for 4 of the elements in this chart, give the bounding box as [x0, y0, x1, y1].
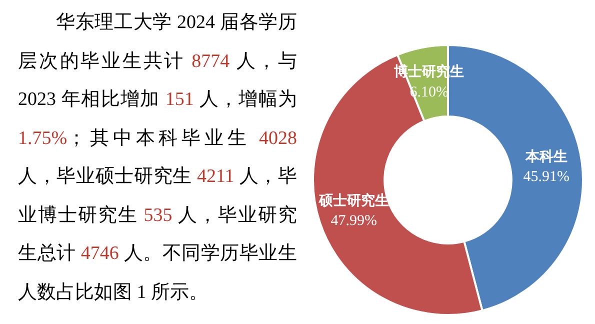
data-label: 47.99%	[330, 213, 377, 230]
slice-label: 本科生	[524, 148, 568, 165]
data-label: 45.91%	[523, 169, 570, 186]
text: 华东理工大学 2024 届各学历层次的毕业生共计 8774 人，与 2023 年相比增加 151 人，增幅为 1.75%；其中本科毕业生 4028 人，毕业硕士研究生 4211 人，毕业博士研究生 535 人，毕业研究生总计 4746 人。不同学历毕业生人数占比如图 1 所示。	[18, 12, 298, 302]
